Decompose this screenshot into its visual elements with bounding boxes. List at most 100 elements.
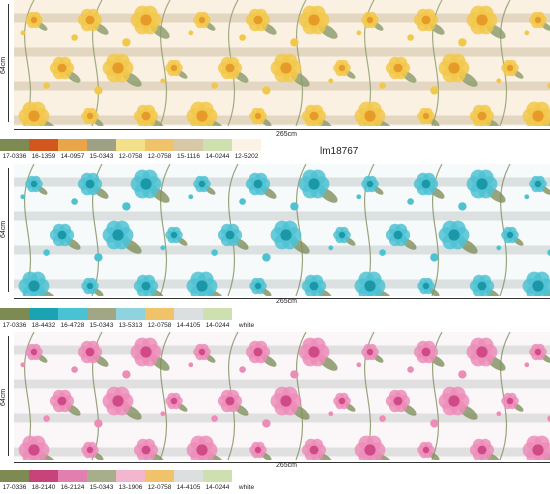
width-label: 265cm bbox=[276, 131, 298, 138]
color-code: 15-0343 bbox=[89, 484, 114, 491]
width-dimension-line bbox=[14, 129, 550, 130]
flower-motif bbox=[188, 11, 216, 36]
height-dimension-line bbox=[8, 4, 9, 122]
height-label: 64cm bbox=[0, 220, 7, 238]
swatch bbox=[0, 139, 29, 151]
color-code: 12-0758 bbox=[147, 484, 172, 491]
flower-motif bbox=[188, 175, 216, 200]
flower-motif bbox=[417, 441, 440, 460]
swatch bbox=[29, 139, 58, 151]
flower-motif bbox=[290, 337, 338, 379]
flower-motif bbox=[328, 392, 356, 417]
flower-motif bbox=[407, 8, 445, 41]
flower-motif bbox=[122, 5, 170, 47]
swatch bbox=[87, 139, 116, 151]
flower-motif bbox=[496, 226, 524, 251]
flower-motif bbox=[379, 389, 417, 422]
flower-motif bbox=[81, 107, 104, 126]
flower-motif bbox=[469, 438, 501, 460]
color-swatches-2 bbox=[0, 308, 261, 320]
width-label: 265cm bbox=[276, 462, 298, 469]
pattern-panel-blue bbox=[14, 164, 550, 296]
flower-motif bbox=[547, 249, 550, 256]
flower-motif bbox=[354, 101, 394, 126]
flower-motif bbox=[379, 223, 417, 256]
flower-motif bbox=[328, 226, 356, 251]
flower-motif bbox=[94, 220, 142, 262]
swatch bbox=[58, 470, 87, 482]
flower-motif bbox=[249, 107, 272, 126]
floral-pattern-yellow bbox=[14, 0, 550, 126]
swatch bbox=[203, 139, 232, 151]
flower-motif bbox=[417, 107, 440, 126]
flower-motif bbox=[547, 82, 550, 89]
flower-motif bbox=[186, 101, 226, 126]
swatch bbox=[58, 308, 87, 320]
swatch bbox=[0, 470, 29, 482]
height-label: 64cm bbox=[0, 388, 7, 406]
flower-motif bbox=[524, 175, 550, 200]
flower-motif bbox=[524, 343, 550, 368]
flower-motif bbox=[239, 8, 277, 41]
width-dimension-line bbox=[14, 462, 550, 463]
height-label: 64cm bbox=[0, 56, 7, 74]
model-code: lm18767 bbox=[320, 146, 359, 157]
pattern-panel-yellow bbox=[14, 0, 550, 126]
flower-motif bbox=[430, 220, 478, 262]
flower-motif bbox=[239, 172, 277, 205]
flower-motif bbox=[354, 271, 394, 296]
flower-motif bbox=[81, 277, 104, 296]
flower-motif bbox=[262, 386, 310, 428]
color-code: 18-2140 bbox=[31, 484, 56, 491]
flower-motif bbox=[186, 435, 226, 460]
color-code: 15-0343 bbox=[89, 153, 114, 160]
floral-pattern-blue bbox=[14, 164, 550, 296]
flower-motif bbox=[71, 8, 109, 41]
flower-motif bbox=[458, 169, 506, 211]
swatch bbox=[232, 139, 261, 151]
width-dimension-line bbox=[14, 298, 550, 299]
flower-motif bbox=[71, 340, 109, 373]
color-swatches-3 bbox=[0, 470, 261, 482]
flower-motif bbox=[547, 415, 550, 422]
color-code: white bbox=[238, 322, 255, 329]
flower-motif bbox=[160, 392, 188, 417]
flower-motif bbox=[301, 438, 333, 460]
flower-motif bbox=[94, 386, 142, 428]
flower-motif bbox=[496, 392, 524, 417]
flower-motif bbox=[458, 337, 506, 379]
flower-motif bbox=[469, 104, 501, 126]
color-code: 12-5202 bbox=[234, 153, 259, 160]
swatch bbox=[0, 308, 29, 320]
flower-motif bbox=[407, 340, 445, 373]
flower-motif bbox=[301, 274, 333, 296]
height-dimension-line bbox=[8, 168, 9, 292]
color-code: white bbox=[238, 484, 255, 491]
swatch bbox=[174, 470, 203, 482]
flower-motif bbox=[20, 175, 48, 200]
flower-motif bbox=[122, 337, 170, 379]
swatch bbox=[116, 470, 145, 482]
color-code: 12-0758 bbox=[147, 322, 172, 329]
flower-motif bbox=[43, 389, 81, 422]
flower-motif bbox=[522, 271, 550, 296]
swatch bbox=[29, 470, 58, 482]
flower-motif bbox=[211, 389, 249, 422]
flower-motif bbox=[18, 435, 58, 460]
color-code: 14-4105 bbox=[176, 484, 201, 491]
color-code: 14-0244 bbox=[205, 322, 230, 329]
flower-motif bbox=[188, 343, 216, 368]
flower-motif bbox=[469, 274, 501, 296]
flower-motif bbox=[122, 169, 170, 211]
flower-motif bbox=[290, 169, 338, 211]
flower-motif bbox=[239, 340, 277, 373]
flower-motif bbox=[211, 223, 249, 256]
flower-motif bbox=[249, 441, 272, 460]
swatch bbox=[145, 139, 174, 151]
color-code: 15-0343 bbox=[89, 322, 114, 329]
swatch bbox=[145, 308, 174, 320]
flower-motif bbox=[43, 223, 81, 256]
flower-motif bbox=[81, 441, 104, 460]
flower-motif bbox=[328, 59, 356, 84]
flower-motif bbox=[356, 343, 384, 368]
